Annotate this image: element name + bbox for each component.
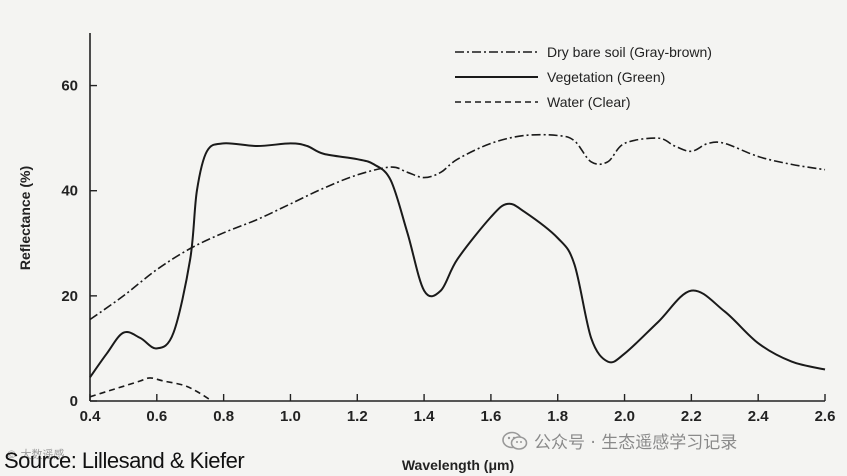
watermark-text: 公众号 · 生态遥感学习记录 bbox=[534, 433, 738, 453]
x-tick-label: 2.0 bbox=[614, 408, 635, 425]
x-tick-label: 0.8 bbox=[213, 408, 234, 425]
y-axis-title: Reflectance (%) bbox=[17, 166, 33, 270]
y-tick-label: 60 bbox=[61, 78, 78, 95]
x-tick-label: 2.4 bbox=[748, 408, 770, 425]
x-tick-label: 1.8 bbox=[547, 408, 568, 425]
y-tick-label: 20 bbox=[61, 288, 78, 305]
x-ticks: 0.4 0.6 0.8 1.0 1.2 1.4 1.6 1.8 2.0 2.2 2.4 2.6 bbox=[80, 394, 836, 425]
x-tick-label: 2.2 bbox=[681, 408, 702, 425]
series-vegetation-line bbox=[89, 142, 826, 378]
x-tick-label: 2.6 bbox=[815, 408, 836, 425]
legend-item-vegetation-label: Vegetation (Green) bbox=[547, 69, 665, 85]
y-tick-label: 0 bbox=[70, 393, 78, 410]
x-tick-label: 1.6 bbox=[480, 408, 501, 425]
watermark-small: © 大数遥感 bbox=[6, 448, 65, 461]
x-tick-label: 0.4 bbox=[80, 408, 102, 425]
axes bbox=[89, 33, 825, 402]
x-tick-label: 0.6 bbox=[146, 408, 167, 425]
source-credit: Source: Lillesand & Kiefer bbox=[4, 448, 245, 473]
series-lines bbox=[89, 133, 826, 401]
x-axis-title: Wavelength (μm) bbox=[402, 457, 514, 473]
series-water-line bbox=[89, 377, 211, 401]
legend: Dry bare soil (Gray-brown) Vegetation (Gr… bbox=[455, 44, 712, 110]
watermark: 公众号 · 生态遥感学习记录 bbox=[502, 428, 737, 453]
x-tick-label: 1.2 bbox=[347, 408, 368, 425]
x-tick-label: 1.4 bbox=[414, 408, 436, 425]
y-ticks: 0 20 40 60 bbox=[61, 78, 97, 410]
legend-item-water-label: Water (Clear) bbox=[547, 94, 631, 110]
x-tick-label: 1.0 bbox=[280, 408, 301, 425]
series-soil-line bbox=[89, 133, 826, 321]
legend-item-soil-label: Dry bare soil (Gray-brown) bbox=[547, 44, 712, 60]
wechat-icon bbox=[502, 431, 528, 450]
y-tick-label: 40 bbox=[61, 183, 78, 200]
